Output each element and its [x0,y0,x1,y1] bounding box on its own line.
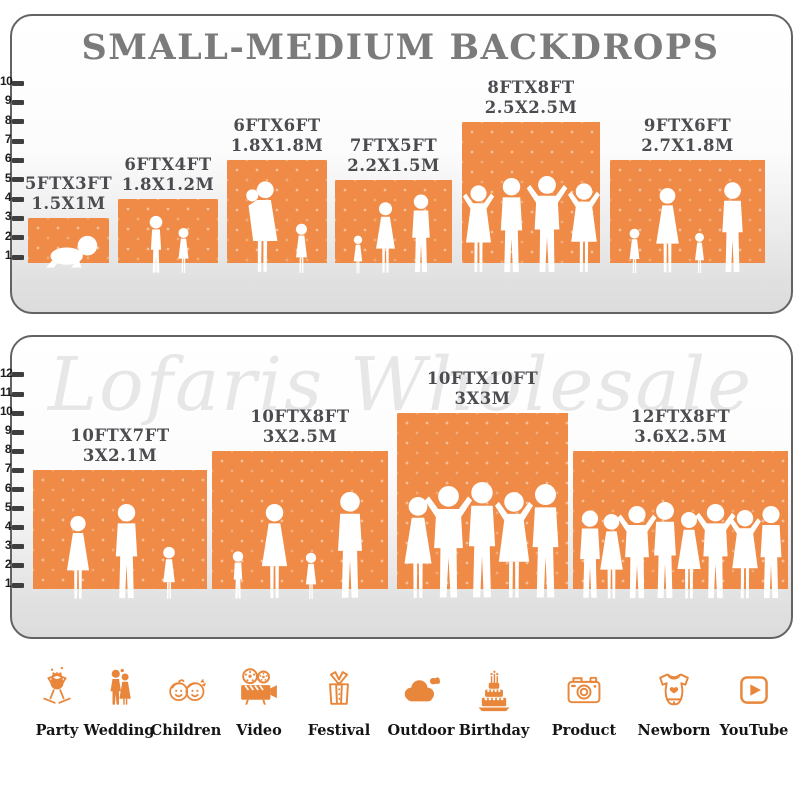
category-label: Festival [307,722,371,739]
backdrop-block-10x7ft: 10FTX7FT 3X2.1M [33,426,207,589]
wedding-icon [110,668,131,705]
backdrop-size-label: 6FTX4FT 1.8X1.2M [121,155,215,194]
silhouette-man [522,484,569,601]
silhouette-man [714,182,751,275]
backdrop-size-label: 7FTX5FT 2.2X1.5M [347,135,440,175]
category-label: YouTube [719,722,789,739]
category-label: Wedding [83,722,155,739]
festival-icon [329,671,349,705]
backdrop-size-label: 9FTX6FT 2.7X1.8M [641,116,734,156]
backdrop-size-label: 5FTX3FT 1.5X1M [24,174,113,214]
category-children: Children [144,664,228,739]
category-birthday: Birthday [452,664,536,739]
silhouette-girl [291,223,312,275]
silhouette-girl [301,552,321,601]
video-icon [241,668,277,705]
category-product: Product [542,664,626,739]
category-party: Party [15,664,99,739]
outdoor-icon [404,677,441,702]
backdrop-size-label: 10FTX7FT 3X2.1M [70,426,170,466]
backdrop-size-label: 8FTX8FT 2.5X2.5M [484,77,578,117]
silhouette-girl [625,228,644,275]
category-festival: Festival [297,664,381,739]
silhouette-girl [691,232,708,275]
backdrop-block-7x5ft: 7FTX5FT 2.2X1.5M [335,136,452,263]
category-wedding: Wedding [77,664,161,739]
backdrop-block-9x6ft: 9FTX6FT 2.7X1.8M [610,116,765,263]
silhouette-woman [255,504,294,601]
silhouette-mother-holding-baby [242,181,283,275]
backdrop-block-6x6ft: 6FTX6FT 1.8X1.8M [227,116,327,263]
category-newborn: Newborn [632,664,716,739]
silhouette-boy [228,550,248,601]
silhouette-man [752,506,790,601]
category-label: Newborn [637,722,711,739]
silhouette-man [405,194,437,275]
silhouette-woman [371,202,400,275]
page-title: SMALL-MEDIUM BACKDROPS [81,27,720,68]
children-icon [169,678,206,702]
category-outdoor: Outdoor [379,664,463,739]
category-label: Birthday [458,722,530,739]
category-label: Video [236,722,282,739]
silhouette-toddler [350,235,366,275]
silhouette-baby-crawling [39,234,99,269]
silhouette-girl [174,227,193,275]
backdrop-block-6x4ft: 6FTX4FT 1.8X1.2M [118,155,218,263]
backdrop-block-10x8ft: 10FTX8FT 3X2.5M [212,407,388,589]
category-label: Party [35,722,79,739]
category-label: Product [551,722,617,739]
category-video: Video [217,664,301,739]
backdrop-block-12x8ft: 12FTX8FT 3.6X2.5M [573,407,788,589]
silhouette-woman [650,188,685,275]
silhouette-man [328,492,372,601]
silhouette-woman [61,516,95,601]
category-label: Children [150,722,222,739]
backdrop-block-5x3ft: 5FTX3FT 1.5X1M [25,174,112,263]
silhouette-man [107,504,146,601]
category-youtube: YouTube [712,664,796,739]
silhouette-girl [158,546,180,601]
category-label: Outdoor [387,722,455,739]
party-icon [43,666,71,704]
backdrop-block-8x8ft: 8FTX8FT 2.5X2.5M [462,78,600,263]
backdrop-size-label: 6FTX6FT 1.8X1.8M [230,116,324,156]
backdrop-size-label: 10FTX8FT 3X2.5M [250,407,350,447]
silhouette-boy [144,215,168,275]
backdrop-block-10x10ft: 10FTX10FT 3X3M [397,369,568,589]
backdrop-size-label: 10FTX10FT 3X3M [426,369,539,409]
youtube-icon [740,676,768,704]
newborn-icon [659,673,689,706]
silhouette-woman-arms-up [563,183,605,275]
birthday-icon [478,670,510,712]
backdrop-size-label: 12FTX8FT 3.6X2.5M [630,407,731,447]
product-icon [567,676,601,704]
